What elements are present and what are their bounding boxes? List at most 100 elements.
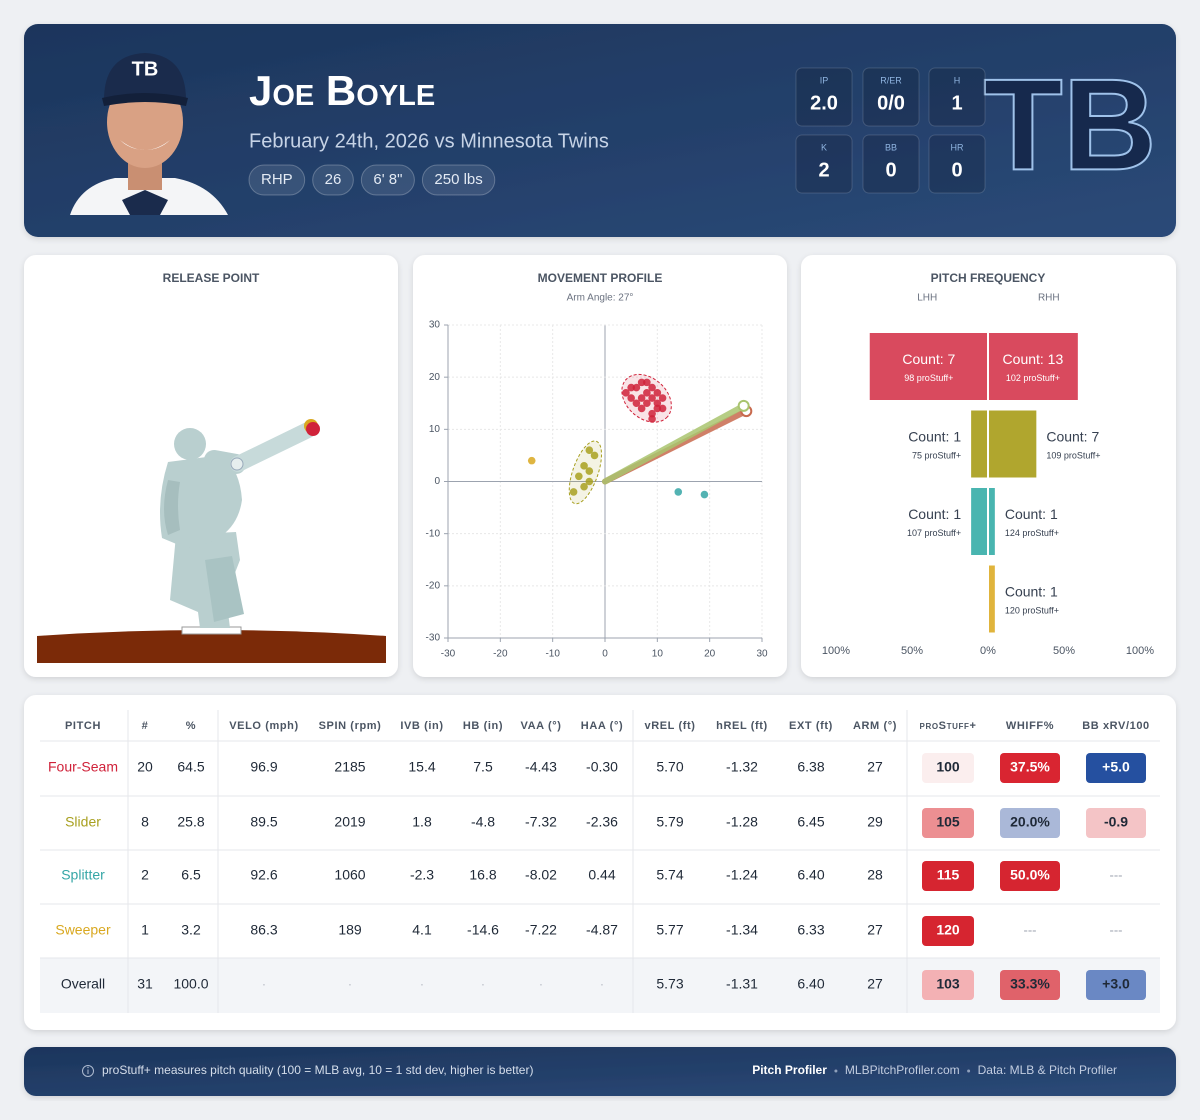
cell-value: -4.87 <box>586 922 618 938</box>
cell-value: 1.8 <box>412 814 432 830</box>
team-logo: TB <box>983 51 1156 197</box>
pitch-point <box>622 389 630 397</box>
x-tick-label: -20 <box>493 649 508 660</box>
table-card <box>24 695 1176 1030</box>
metric-value: 33.3% <box>1010 976 1050 992</box>
metric-empty: --- <box>1110 867 1123 882</box>
pitch-point <box>527 456 536 465</box>
frequency-bar <box>971 488 988 555</box>
pitch-point <box>643 399 651 408</box>
stat-label: R/ER <box>880 75 902 85</box>
pitch-point <box>648 383 656 392</box>
x-tick-label: 0 <box>602 649 608 660</box>
x-tick-label: 50% <box>1053 645 1075 657</box>
frequency-bar <box>988 488 995 555</box>
cell-value: · <box>262 976 267 992</box>
rubber <box>181 626 242 635</box>
column-header: IVB (in) <box>400 720 443 732</box>
stat-label: BB <box>885 142 897 152</box>
footer-separator <box>834 1069 838 1073</box>
metric-badge <box>1000 970 1060 1000</box>
cell-value: · <box>348 976 353 992</box>
stat-value: 1 <box>951 92 962 114</box>
frequency-bar <box>988 333 1078 400</box>
column-header: HAA (°) <box>581 720 623 732</box>
cell-value: 7.5 <box>473 759 493 775</box>
metric-badge <box>922 808 974 838</box>
y-tick-label: 20 <box>429 372 441 383</box>
pitch-point <box>648 409 656 418</box>
metric-empty: --- <box>1024 922 1037 937</box>
column-header: ARM (°) <box>853 720 897 732</box>
pitch-point <box>637 378 646 387</box>
column-header: vREL (ft) <box>644 720 695 732</box>
cell-value: 28 <box>867 867 883 883</box>
count-label: Count: 13 <box>1003 351 1064 367</box>
metric-value: 103 <box>936 976 960 992</box>
cell-value: -14.6 <box>467 922 499 938</box>
x-tick-label: 20 <box>704 649 716 660</box>
y-tick-label: -20 <box>426 580 441 591</box>
panel-subtitle: Arm Angle: 27° <box>567 293 634 304</box>
pitch-name: Four-Seam <box>48 759 118 775</box>
pitch-name: Sweeper <box>55 922 111 938</box>
column-header: # <box>142 720 149 732</box>
stat-box <box>862 67 920 127</box>
tag-label: RHP <box>261 171 293 188</box>
cell-value: 27 <box>867 976 883 992</box>
cell-value: 89.5 <box>250 814 277 830</box>
pitch-point <box>627 383 635 392</box>
x-tick-label: 0% <box>980 645 996 657</box>
cell-value: 86.3 <box>250 922 277 938</box>
count-label: Count: 1 <box>908 429 961 445</box>
column-header: VELO (mph) <box>229 720 299 732</box>
figure-torso <box>160 455 242 548</box>
stat-label: HR <box>951 142 964 152</box>
cell-value: 0.44 <box>588 867 615 883</box>
count-label: Count: 1 <box>1005 584 1058 600</box>
stat-value: 2 <box>818 159 829 181</box>
panel-title: MOVEMENT PROFILE <box>538 271 663 285</box>
stat-label: K <box>821 142 827 152</box>
column-header: VAA (°) <box>521 720 562 732</box>
game-subtitle: February 24th, 2026 vs Minnesota Twins <box>249 130 609 152</box>
pitch-point <box>585 467 594 475</box>
cell-value: 16.8 <box>469 867 496 883</box>
cell-value: · <box>420 976 425 992</box>
pitch-point <box>569 488 578 496</box>
y-tick-label: -30 <box>426 633 441 644</box>
cap <box>104 53 186 100</box>
cell-value: 5.79 <box>656 814 683 830</box>
cell-value: -7.32 <box>525 814 557 830</box>
pitch-point <box>643 378 651 387</box>
x-tick-label: 100% <box>1126 645 1154 657</box>
cell-value: 27 <box>867 922 883 938</box>
release-marker <box>306 422 320 436</box>
metric-value: 120 <box>936 922 960 938</box>
cell-value: 64.5 <box>177 759 204 775</box>
pitch-point <box>648 394 656 402</box>
count-label: Count: 1 <box>908 506 961 522</box>
pitch-point <box>590 451 599 460</box>
figure-glove-arm <box>164 480 180 535</box>
cell-value: 15.4 <box>408 759 435 775</box>
stat-box <box>795 134 853 194</box>
stuff-label: 124 proStuff+ <box>1005 528 1059 538</box>
tag-label: 250 lbs <box>434 171 482 188</box>
metric-value: 115 <box>937 867 960 883</box>
metric-value: 105 <box>936 814 960 830</box>
pitch-name: Overall <box>61 976 105 992</box>
x-tick-label: 50% <box>901 645 923 657</box>
cell-value: -2.3 <box>410 867 434 883</box>
tag-label: 6' 8" <box>373 171 402 188</box>
stat-box <box>795 67 853 127</box>
stat-value: 0/0 <box>877 92 905 114</box>
metric-badge <box>922 916 974 946</box>
cell-value: 2185 <box>334 759 365 775</box>
cell-value: -7.22 <box>525 922 557 938</box>
cell-value: 31 <box>137 976 153 992</box>
tag-pill <box>248 164 306 196</box>
pitch-point <box>700 490 709 499</box>
cell-value: 20 <box>137 759 153 775</box>
